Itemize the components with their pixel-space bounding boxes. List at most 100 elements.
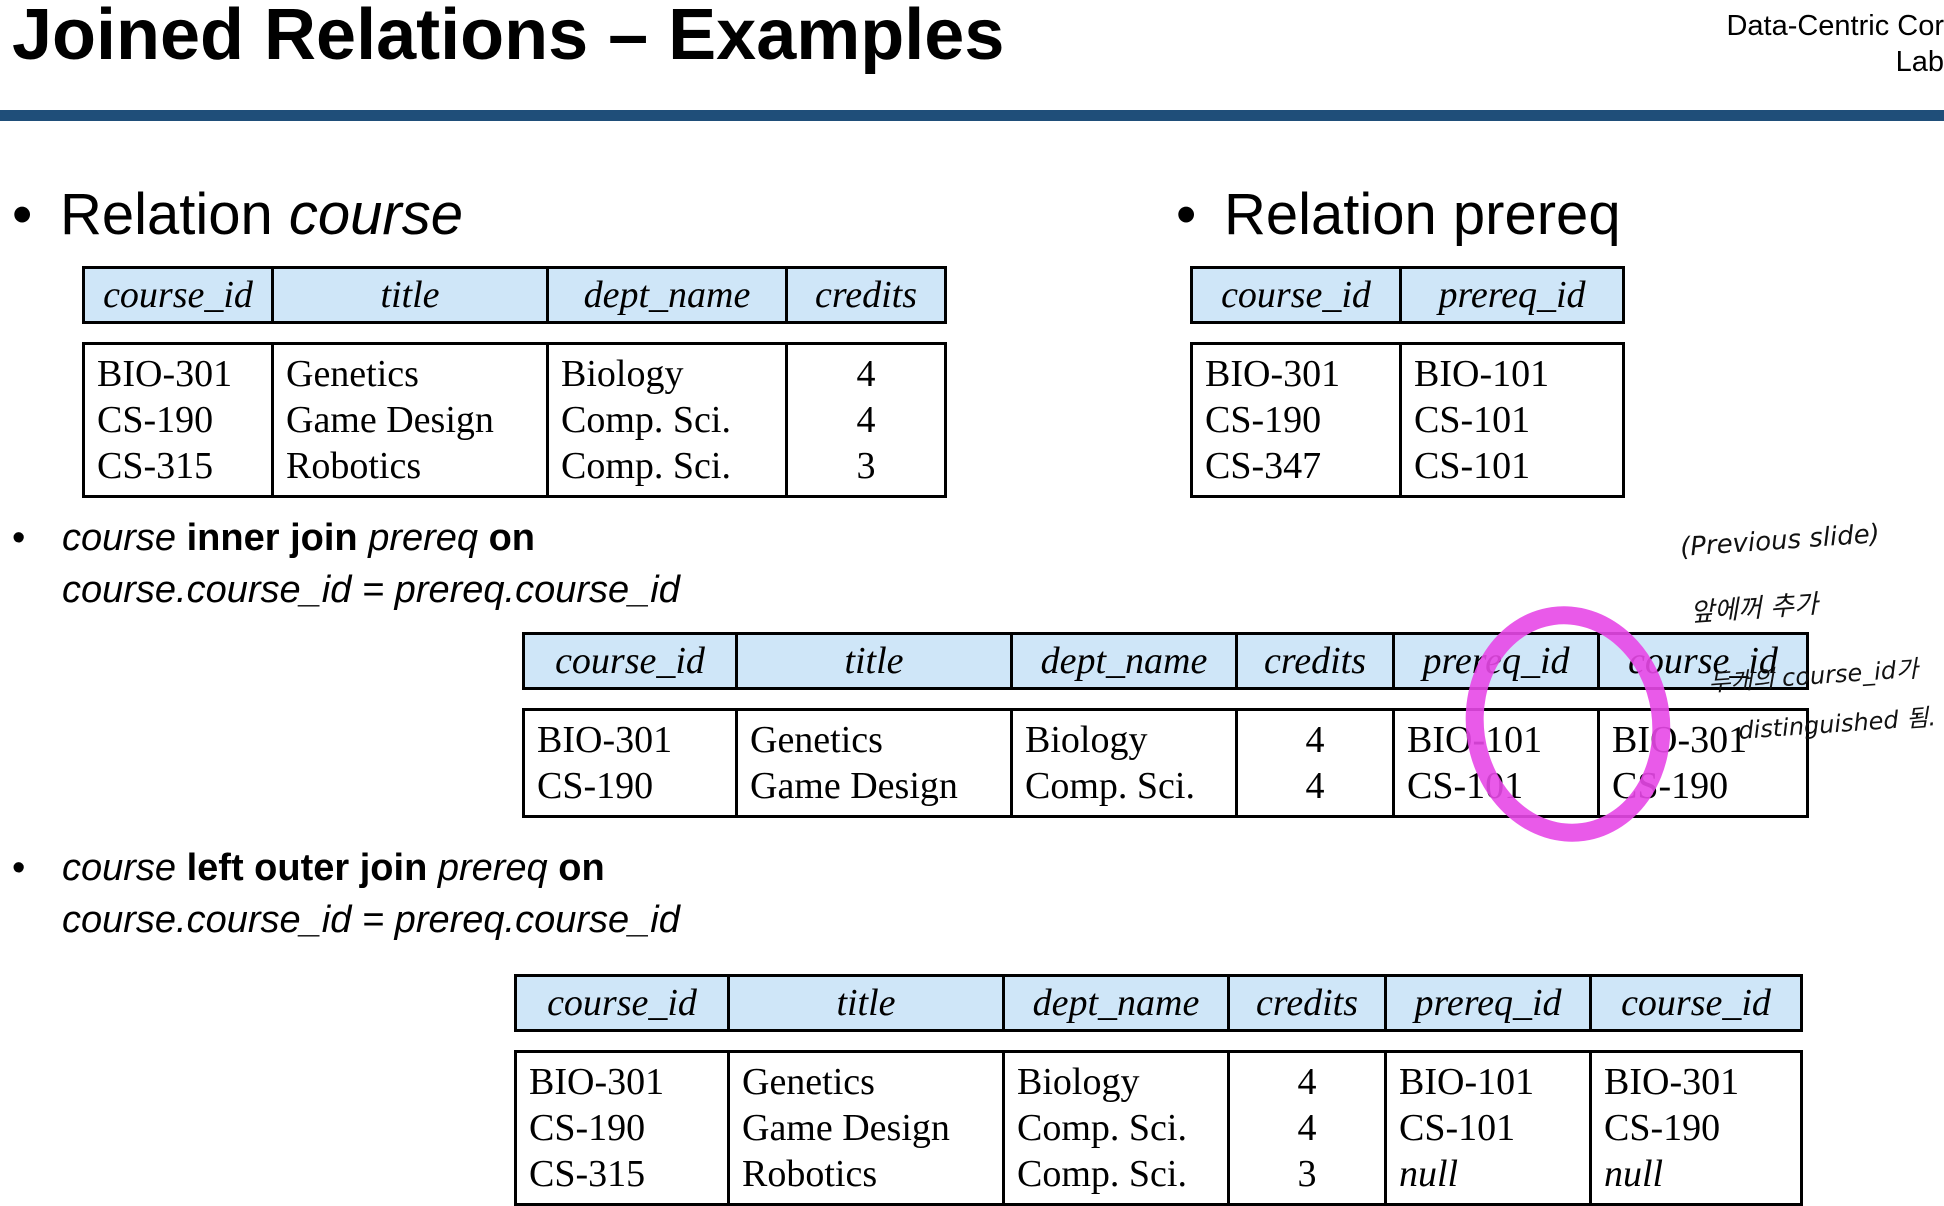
left-relation: course: [62, 847, 177, 889]
column-header: title: [730, 974, 1005, 1032]
join-operator: left outer join: [176, 847, 438, 889]
relation-name: course: [288, 182, 464, 247]
column-header: prereq_id: [1395, 632, 1600, 690]
column-header: credits: [1230, 974, 1387, 1032]
table-cell: Genetics Game Design: [738, 708, 1013, 818]
cell-value: CS-190: [1612, 765, 1729, 807]
cell-value: BIO-301: [1604, 1061, 1740, 1103]
table-cell: BIO-101 CS-101 CS-101: [1402, 342, 1625, 498]
table-cell: Genetics Game Design Robotics: [274, 342, 549, 498]
cell-value: BIO-301: [1205, 353, 1341, 395]
column-header: course_id: [514, 974, 730, 1032]
column-header: prereq_id: [1402, 266, 1625, 324]
slide-title: Joined Relations – Examples: [12, 0, 1005, 75]
cell-value: BIO-101: [1407, 719, 1543, 761]
right-relation: prereq: [368, 517, 479, 559]
column-header: course_id: [1600, 632, 1809, 690]
handwritten-note-1: (Previous slide): [1679, 519, 1881, 563]
cell-value: null: [1604, 1153, 1664, 1195]
brand-line-1: Data-Centric Cor: [1726, 10, 1944, 42]
column-header: dept_name: [1013, 632, 1238, 690]
column-header: credits: [1238, 632, 1395, 690]
cell-value: Biology: [1017, 1061, 1140, 1103]
cell-value: CS-190: [1205, 399, 1322, 441]
cell-value: Game Design: [750, 765, 958, 807]
column-header: dept_name: [549, 266, 788, 324]
column-header: dept_name: [1005, 974, 1230, 1032]
cell-value: CS-190: [97, 399, 214, 441]
column-header: course_id: [82, 266, 274, 324]
column-header: course_id: [522, 632, 738, 690]
bullet-dot: •: [12, 847, 26, 889]
cell-value: Game Design: [742, 1107, 950, 1149]
column-header: prereq_id: [1387, 974, 1592, 1032]
cell-value: CS-101: [1414, 445, 1531, 487]
bullet-text: Relation prereq: [1224, 182, 1621, 247]
cell-value: Biology: [561, 353, 684, 395]
cell-value: 4: [1305, 719, 1325, 761]
cell-value: Biology: [1025, 719, 1148, 761]
column-header: title: [274, 266, 549, 324]
cell-value: Comp. Sci.: [561, 445, 731, 487]
cell-value: 3: [856, 445, 876, 487]
cell-value: CS-190: [537, 765, 654, 807]
cell-value: CS-101: [1407, 765, 1524, 807]
title-divider: [0, 110, 1944, 121]
cell-value: 4: [1305, 765, 1325, 807]
bullet-prefix: Relation: [60, 182, 289, 247]
cell-value: Comp. Sci.: [1017, 1107, 1187, 1149]
cell-value: 4: [1297, 1107, 1317, 1149]
cell-value: BIO-301: [529, 1061, 665, 1103]
join-condition: course.course_id = prereq.course_id: [62, 899, 680, 941]
table-cell: BIO-101 CS-101: [1395, 708, 1600, 818]
bullet-inner-join: • course inner join prereq on course.cou…: [12, 512, 680, 616]
table-cell: Biology Comp. Sci. Comp. Sci.: [549, 342, 788, 498]
cell-value: null: [1399, 1153, 1459, 1195]
table-cell: Biology Comp. Sci. Comp. Sci.: [1005, 1050, 1230, 1206]
cell-value: CS-347: [1205, 445, 1322, 487]
column-header: title: [738, 632, 1013, 690]
cell-value: 4: [1297, 1061, 1317, 1103]
cell-value: Genetics: [742, 1061, 875, 1103]
cell-value: Robotics: [742, 1153, 878, 1195]
table-cell: Genetics Game Design Robotics: [730, 1050, 1005, 1206]
brand-line-2: Lab: [1895, 46, 1944, 78]
cell-value: BIO-101: [1399, 1061, 1535, 1103]
on-keyword: on: [547, 847, 605, 889]
cell-value: CS-101: [1399, 1107, 1516, 1149]
cell-value: CS-315: [97, 445, 214, 487]
cell-value: BIO-301: [537, 719, 673, 761]
join-operator: inner join: [176, 517, 369, 559]
cell-value: CS-101: [1414, 399, 1531, 441]
cell-value: 4: [856, 399, 876, 441]
bullet-dot: •: [12, 182, 33, 247]
cell-value: BIO-301: [97, 353, 233, 395]
handwritten-note-2: 앞에꺼 추가: [1689, 589, 1819, 629]
table-cell: BIO-301 CS-190: [1600, 708, 1809, 818]
column-header: course_id: [1592, 974, 1803, 1032]
column-header: course_id: [1190, 266, 1402, 324]
cell-value: Genetics: [750, 719, 883, 761]
right-relation: prereq: [437, 847, 548, 889]
cell-value: BIO-301: [1612, 719, 1748, 761]
cell-value: Robotics: [286, 445, 422, 487]
left-outer-join-table: course_id title dept_name credits prereq_id c…: [514, 974, 1803, 1206]
course-table: course_id title dept_name credits BIO-301 CS-…: [82, 266, 947, 498]
cell-value: Genetics: [286, 353, 419, 395]
cell-value: BIO-101: [1414, 353, 1550, 395]
cell-value: Game Design: [286, 399, 494, 441]
left-relation: course: [62, 517, 177, 559]
cell-value: 3: [1297, 1153, 1317, 1195]
bullet-dot: •: [12, 517, 26, 559]
table-cell: BIO-101 CS-101 null: [1387, 1050, 1592, 1206]
bullet-relation-course: • Relation course: [12, 180, 464, 250]
cell-value: Comp. Sci.: [561, 399, 731, 441]
cell-value: CS-190: [529, 1107, 646, 1149]
bullet-dot: •: [1176, 182, 1197, 247]
bullet-relation-prereq: • Relation prereq: [1176, 180, 1621, 250]
inner-join-table: course_id title dept_name credits prereq_id c…: [522, 632, 1809, 818]
cell-value: CS-190: [1604, 1107, 1721, 1149]
